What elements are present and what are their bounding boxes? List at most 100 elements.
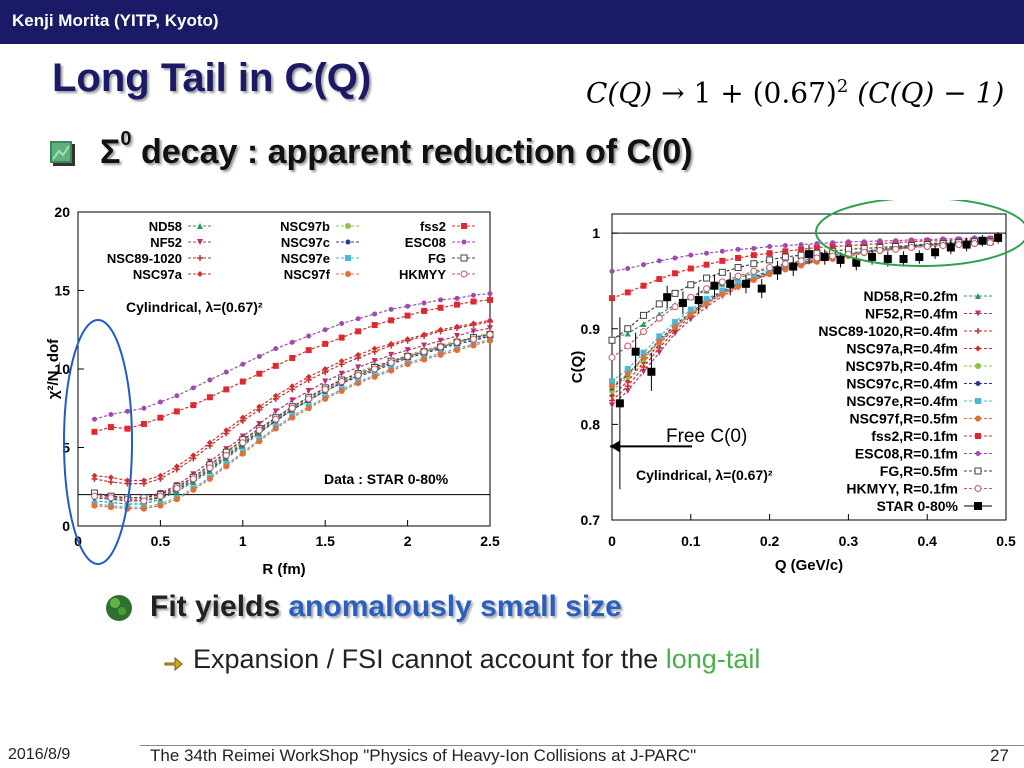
data-point: [767, 244, 773, 250]
data-point: [876, 246, 884, 254]
data-point: [371, 358, 378, 365]
data-point: [322, 366, 329, 372]
data-point: [404, 336, 411, 343]
legend-marker: [461, 223, 467, 229]
data-point: [640, 349, 647, 356]
data-point: [289, 383, 296, 390]
data-point: [223, 463, 230, 470]
data-point: [877, 238, 883, 244]
legend-marker: [345, 239, 351, 245]
data-point: [322, 378, 329, 385]
legend-label: fss2,R=0.1fm: [871, 428, 958, 444]
data-point: [624, 330, 631, 337]
data-point: [955, 241, 963, 249]
data-point: [272, 425, 279, 432]
data-point: [239, 378, 246, 385]
data-point: [289, 414, 296, 421]
bullet2-prefix: Fit yields: [150, 590, 289, 623]
annotation-free-c0: Free C(0): [666, 426, 747, 447]
legend-marker: [975, 310, 981, 317]
data-point: [91, 428, 98, 435]
y-tick-label: 0.9: [581, 321, 601, 337]
data-point: [688, 252, 694, 258]
data-point: [719, 291, 726, 298]
bullet-fit-yields: Fit yields anomalously small size: [150, 590, 622, 624]
data-point: [781, 253, 789, 261]
data-point: [157, 502, 164, 509]
data-point: [750, 276, 757, 283]
data-point: [829, 243, 836, 250]
y-tick-label: 0: [62, 518, 70, 534]
data-point: [813, 254, 821, 262]
data-point: [687, 265, 694, 272]
data-point: [814, 241, 820, 247]
data-point: [454, 333, 461, 340]
data-point: [782, 248, 789, 255]
data-point: [206, 439, 213, 446]
data-point: [388, 367, 395, 374]
star-data-point: [931, 248, 940, 257]
data-point: [781, 260, 789, 268]
star-data-point: [962, 240, 971, 249]
data-point: [656, 338, 663, 345]
legend-marker: [975, 293, 981, 299]
star-data-point: [883, 254, 892, 263]
legend-label: NSC89-1020,R=0.4fm: [818, 323, 958, 339]
formula-arrow: →: [661, 76, 685, 110]
data-point: [719, 248, 725, 254]
legend-marker: [975, 328, 981, 334]
star-data-point: [757, 284, 766, 293]
data-point: [471, 292, 477, 298]
data-point: [813, 244, 820, 251]
data-point: [860, 248, 868, 256]
data-point: [624, 325, 632, 333]
data-point: [640, 354, 647, 361]
x-axis-label: R (fm): [262, 561, 305, 578]
star-data-point: [710, 281, 719, 290]
data-point: [687, 293, 695, 301]
data-point: [306, 333, 312, 339]
bullet-sigma-decay: Σ0 decay : apparent reduction of C(0): [100, 128, 693, 172]
data-point: [388, 351, 395, 358]
data-point: [703, 285, 711, 293]
data-point: [371, 365, 379, 373]
data-point: [624, 342, 632, 350]
legend-label: ND58: [149, 219, 182, 234]
data-point: [355, 351, 362, 358]
star-data-point: [805, 250, 813, 259]
data-point: [798, 262, 805, 269]
data-point: [908, 237, 914, 243]
plot-frame: [77, 211, 491, 527]
star-data-point: [726, 279, 735, 288]
legend-label: ESC08: [405, 235, 446, 250]
y-tick-label: 5: [62, 440, 70, 456]
data-point: [487, 291, 493, 297]
data-point: [798, 242, 804, 248]
data-point: [223, 386, 230, 393]
data-point: [90, 492, 98, 500]
legend-label: FG: [428, 251, 446, 266]
data-point: [734, 272, 742, 280]
star-data-point: [647, 367, 656, 376]
data-point: [107, 474, 114, 481]
data-point: [672, 255, 678, 261]
data-point: [124, 408, 130, 414]
data-point: [703, 296, 710, 303]
bullet1-text: decay : apparent reduction of C(0): [131, 133, 693, 171]
data-point: [107, 424, 114, 431]
data-point: [640, 320, 647, 327]
data-point: [437, 337, 444, 344]
star-data-point: [820, 253, 829, 262]
data-point: [609, 378, 615, 385]
data-point: [487, 325, 493, 332]
data-point: [624, 365, 631, 372]
data-point: [388, 340, 395, 347]
data-point: [486, 330, 494, 338]
data-point: [656, 333, 663, 340]
data-point: [256, 403, 263, 410]
x-tick-label: 0.2: [760, 533, 780, 549]
star-data-point: [836, 255, 845, 264]
formula-one: 1: [693, 76, 712, 110]
header-bar: Kenji Morita (YITP, Kyoto): [0, 0, 1024, 44]
star-data-point: [978, 236, 987, 245]
